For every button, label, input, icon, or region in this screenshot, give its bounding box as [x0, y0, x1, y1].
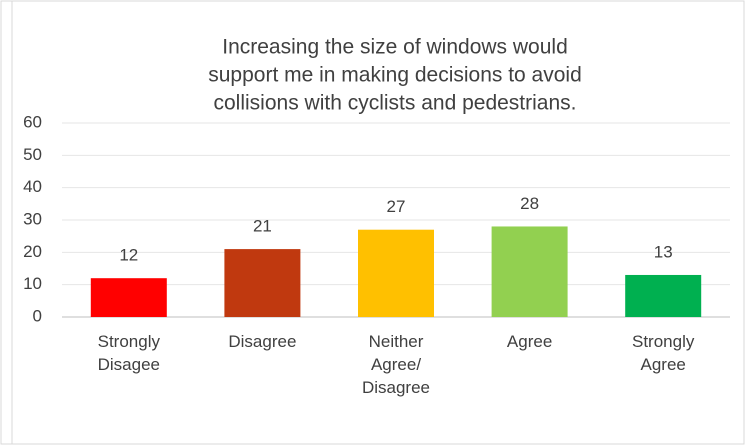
x-tick-label-line: Disagee [98, 355, 160, 374]
y-tick-label: 10 [23, 274, 42, 293]
chart-title: Increasing the size of windows would [222, 36, 568, 59]
x-tick-label-line: Agree [641, 355, 686, 374]
x-tick-label: Neither Agree/Disagree [362, 332, 430, 397]
x-tick-label: Strongly Disagee [98, 332, 161, 374]
y-tick-label: 60 [23, 112, 42, 131]
bar [90, 278, 167, 317]
x-tick-label-line: Neither [369, 332, 424, 351]
bar [625, 274, 702, 317]
x-tick-label: Agree [507, 332, 552, 351]
x-tick-label-line: Agree/ [371, 355, 421, 374]
value-label: 12 [119, 246, 138, 265]
value-label: 27 [387, 197, 406, 216]
value-label: 13 [654, 242, 673, 261]
value-label: 28 [520, 194, 539, 213]
y-tick-label: 0 [33, 306, 42, 325]
x-tick-label-line: Agree [507, 332, 552, 351]
bar [491, 226, 568, 317]
x-tick-label: Strongly Agree [632, 332, 695, 374]
bar [224, 249, 301, 317]
y-tick-label: 40 [23, 177, 42, 196]
x-tick-label-line: Strongly [632, 332, 695, 351]
bar [358, 229, 434, 317]
value-label: 21 [253, 217, 272, 236]
x-tick-label-line: Strongly [98, 332, 161, 351]
chart-title: support me in making decisions to avoid [208, 64, 582, 87]
x-tick-label-line: Disagree [228, 332, 296, 351]
x-tick-label: Disagree [228, 332, 296, 351]
x-tick-label-line: Disagree [362, 378, 430, 397]
y-tick-label: 20 [23, 242, 42, 261]
y-tick-label: 50 [23, 145, 42, 164]
chart-title: collisions with cyclists and pedestrians… [214, 92, 577, 115]
y-tick-label: 30 [23, 209, 42, 228]
